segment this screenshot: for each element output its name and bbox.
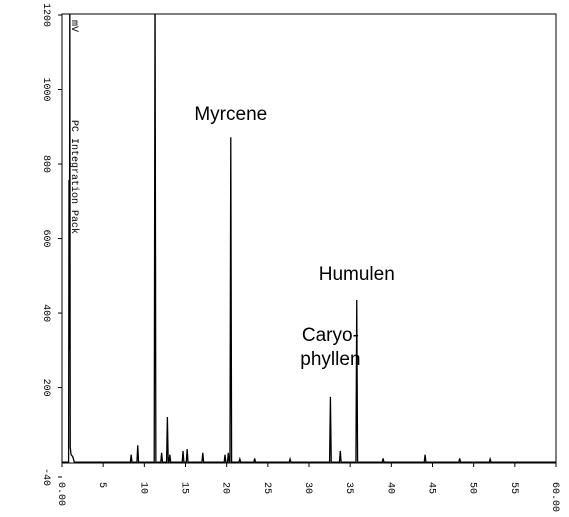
y-tick-label: 1000: [40, 78, 51, 102]
x-tick-label: 25: [261, 482, 272, 494]
x-tick-label: 10: [137, 482, 148, 494]
y-tick-label: 400: [40, 304, 51, 322]
plot-area: [62, 14, 556, 463]
plot-frame: [61, 13, 557, 464]
x-tick-label: 50: [467, 482, 478, 494]
y-tick-label: 200: [40, 379, 51, 397]
trace: [62, 14, 556, 463]
x-tick-label: 0.00: [55, 482, 66, 506]
x-tick-label: 30: [302, 482, 313, 494]
x-tick-label: 40: [384, 482, 395, 494]
x-tick-label: 15: [179, 482, 190, 494]
x-tick-label: 55: [508, 482, 519, 494]
side-label: PC Integration Pack: [68, 120, 80, 234]
y-tick-label: 600: [40, 230, 51, 248]
x-tick-label: 5: [96, 482, 107, 488]
x-tick-label: 45: [426, 482, 437, 494]
peak-label: Caryo-: [302, 325, 359, 346]
x-tick-label: 60.00: [549, 482, 560, 512]
peak-label: Myrcene: [194, 104, 267, 125]
y-tick-label: 1200: [40, 3, 51, 27]
x-tick-label: 20: [220, 482, 231, 494]
y-unit: mV: [68, 20, 79, 32]
y-tick-label: 800: [40, 155, 51, 173]
y-tick-label: -40: [40, 468, 51, 486]
x-tick-label: 35: [343, 482, 354, 494]
peak-label: phyllen: [300, 349, 360, 370]
peak-label: Humulen: [319, 264, 395, 285]
